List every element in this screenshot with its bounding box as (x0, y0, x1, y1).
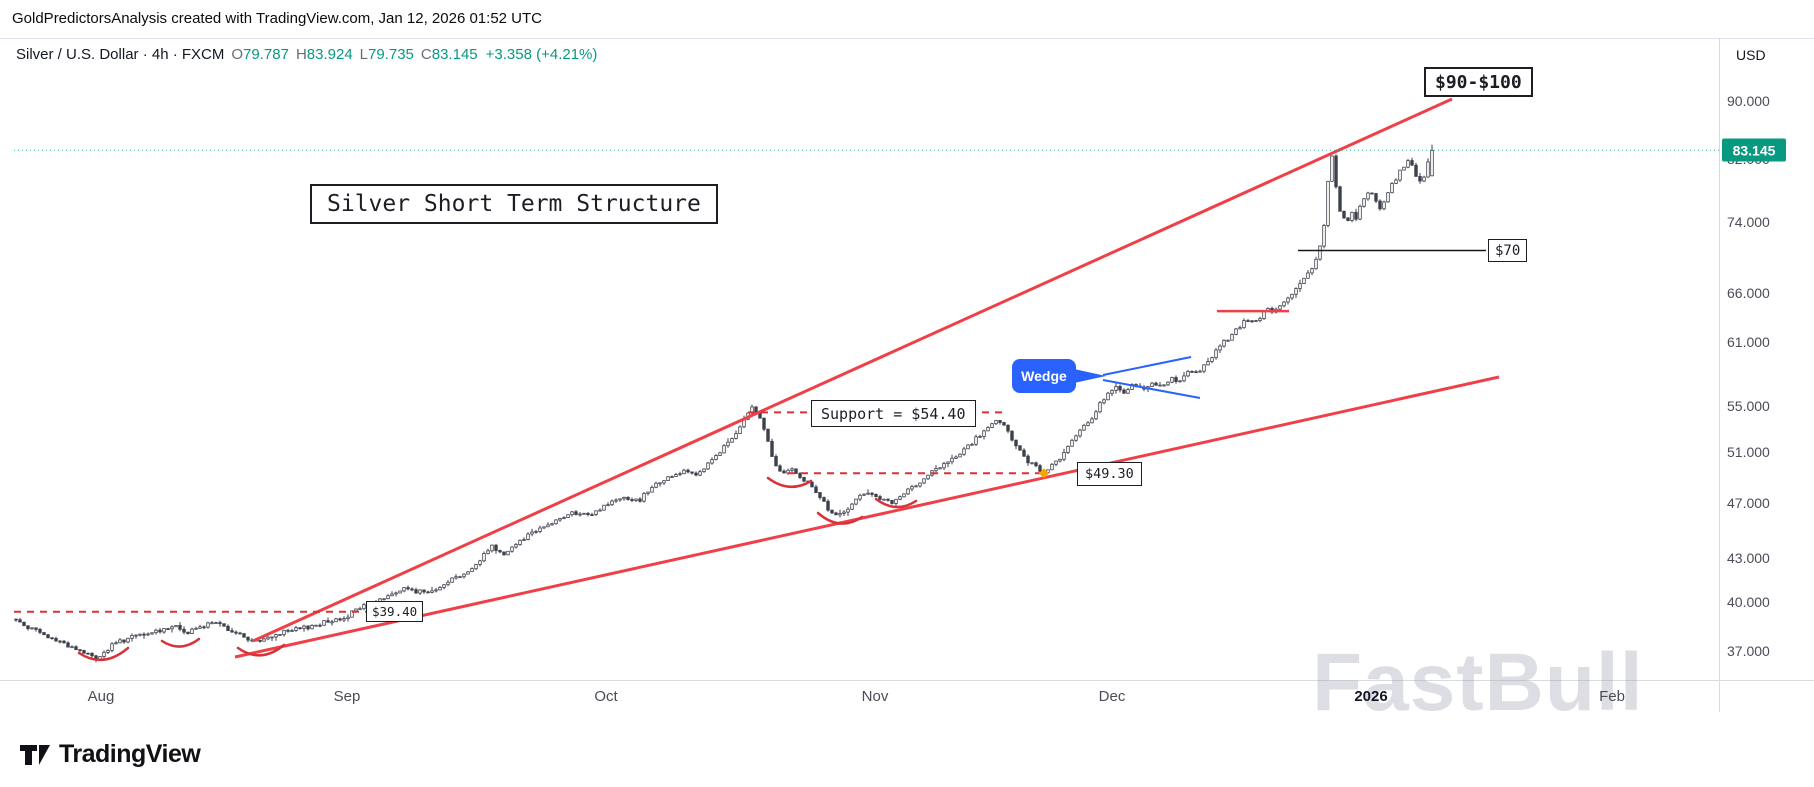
price-tick: 40.000 (1727, 594, 1770, 611)
chart-title-box[interactable]: Silver Short Term Structure (310, 184, 718, 224)
change-value: +3.358 (+4.21%) (485, 46, 598, 63)
wedge-lines-layer (1102, 356, 1201, 399)
last-price-badge: 83.145 (1722, 138, 1786, 162)
swing-low-arc[interactable] (160, 637, 201, 648)
price-tick: 51.000 (1727, 444, 1770, 461)
target-label-box[interactable]: $90-$100 (1424, 67, 1533, 97)
price-axis-separator (1719, 38, 1720, 712)
ohlc-values: O79.787 H83.924 L79.735 C83.145 (224, 46, 477, 63)
time-axis-separator (0, 680, 1814, 681)
level-70-label-box[interactable]: $70 (1488, 239, 1528, 262)
swing-low-arc[interactable] (874, 497, 918, 509)
swing-low-arc[interactable] (766, 476, 813, 488)
candles-layer (14, 144, 1434, 663)
swing-low-arc[interactable] (816, 511, 864, 525)
symbol-title[interactable]: Silver / U.S. Dollar · 4h · FXCM (16, 46, 225, 63)
fastbull-watermark: FastBull (1312, 637, 1644, 728)
price-tick: 47.000 (1727, 494, 1770, 511)
tradingview-logo-icon (20, 744, 50, 765)
arc-marks-layer (77, 476, 918, 662)
chart-top-border (0, 38, 1814, 39)
time-axis-label: Nov (861, 688, 889, 705)
wedge-trendline[interactable] (1102, 379, 1201, 399)
price-tick: 66.000 (1727, 285, 1770, 301)
price-tick: 37.000 (1727, 642, 1770, 659)
wedge-callout[interactable]: Wedge (1012, 359, 1076, 393)
time-axis-label: Sep (333, 688, 361, 705)
support-label-box[interactable]: Support = $54.40 (811, 400, 976, 427)
tradingview-logo-text: TradingView (59, 740, 201, 768)
currency-label[interactable]: USD (1736, 47, 1766, 63)
wedge-callout-tail (1074, 369, 1106, 383)
price-tick: 61.000 (1727, 333, 1770, 350)
wedge-trendline[interactable] (1102, 356, 1192, 376)
ohlc-L: L79.735 (359, 46, 414, 63)
level-39-40-label-box[interactable]: $39.40 (366, 601, 424, 622)
level-lines-layer (14, 249, 1486, 613)
time-axis-label: Feb (1599, 688, 1625, 705)
wedge-upper-resistance[interactable] (252, 97, 1453, 643)
attribution-text: GoldPredictorsAnalysis created with Trad… (12, 10, 542, 27)
time-axis-label: Aug (87, 688, 115, 705)
ohlc-O: O79.787 (231, 46, 289, 63)
swing-low-arc[interactable] (236, 643, 286, 657)
price-tick: 74.000 (1727, 214, 1770, 231)
trend-lines-layer (234, 97, 1500, 659)
entry-touch-marker (1039, 468, 1049, 479)
ohlc-H: H83.924 (295, 46, 353, 63)
symbol-header: Silver / U.S. Dollar · 4h · FXCM O79.787 H… (16, 46, 597, 63)
swing-low-arc[interactable] (77, 646, 130, 662)
price-scale-panel[interactable]: USD (1720, 38, 1814, 712)
price-tick: 43.000 (1727, 549, 1770, 566)
tradingview-footer[interactable]: TradingView (20, 740, 201, 769)
time-axis-label: Oct (594, 688, 618, 705)
ohlc-C: C83.145 (420, 46, 478, 63)
price-tick: 55.000 (1727, 397, 1770, 414)
wedge-lower-support[interactable] (234, 375, 1500, 659)
price-tick: 90.000 (1727, 93, 1770, 110)
level-49-30-label-box[interactable]: $49.30 (1077, 462, 1142, 486)
time-axis-label: Dec (1098, 688, 1126, 705)
time-axis-label: 2026 (1354, 688, 1388, 705)
